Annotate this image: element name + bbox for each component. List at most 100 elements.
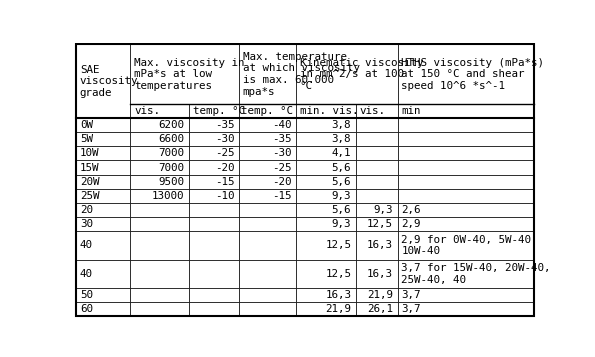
Bar (76, 132, 130, 146)
Text: -15: -15 (215, 177, 234, 187)
Bar (356, 231, 397, 260)
Text: temp. °C: temp. °C (242, 106, 293, 116)
Text: 20: 20 (80, 205, 93, 215)
Bar (76, 175, 130, 189)
Bar (130, 260, 189, 288)
Text: 50: 50 (80, 290, 93, 300)
Text: 9,3: 9,3 (331, 191, 351, 201)
Bar (189, 217, 239, 231)
Text: Max. viscosity in
mPa*s at low
temperatures: Max. viscosity in mPa*s at low temperatu… (134, 57, 245, 91)
Bar (397, 132, 534, 146)
Bar (76, 260, 130, 288)
Text: 2,9 for 0W-40, 5W-40,
10W-40: 2,9 for 0W-40, 5W-40, 10W-40 (402, 235, 538, 256)
Bar (76, 160, 130, 175)
Bar (296, 302, 356, 316)
Text: 9500: 9500 (158, 177, 184, 187)
Text: 21,9: 21,9 (325, 304, 351, 314)
Bar (130, 160, 189, 175)
Text: 7000: 7000 (158, 149, 184, 159)
Text: 10W: 10W (80, 149, 99, 159)
Bar (130, 175, 189, 189)
Bar (130, 302, 189, 316)
Text: 16,3: 16,3 (367, 269, 393, 279)
Text: 12,5: 12,5 (367, 219, 393, 229)
Bar (296, 118, 356, 132)
Bar (356, 104, 397, 118)
Bar (130, 44, 239, 104)
Bar (130, 288, 189, 302)
Bar (76, 44, 130, 118)
Text: -30: -30 (215, 134, 234, 144)
Text: 6600: 6600 (158, 134, 184, 144)
Text: 0W: 0W (80, 120, 93, 130)
Bar (76, 146, 130, 160)
Bar (189, 189, 239, 203)
Text: Kinematic viscosity
in mm^2/s at 100
°C: Kinematic viscosity in mm^2/s at 100 °C (300, 57, 423, 91)
Bar (356, 260, 397, 288)
Bar (76, 231, 130, 260)
Text: min: min (402, 106, 421, 116)
Text: 16,3: 16,3 (367, 240, 393, 250)
Text: 9,3: 9,3 (331, 219, 351, 229)
Text: 20W: 20W (80, 177, 99, 187)
Bar (189, 302, 239, 316)
Bar (130, 189, 189, 203)
Bar (239, 302, 296, 316)
Bar (296, 146, 356, 160)
Bar (356, 132, 397, 146)
Text: 3,8: 3,8 (331, 134, 351, 144)
Text: 5,6: 5,6 (331, 205, 351, 215)
Bar (130, 132, 189, 146)
Bar (189, 118, 239, 132)
Text: -30: -30 (272, 149, 291, 159)
Bar (296, 217, 356, 231)
Bar (189, 231, 239, 260)
Text: -10: -10 (215, 191, 234, 201)
Bar (239, 217, 296, 231)
Text: 26,1: 26,1 (367, 304, 393, 314)
Bar (76, 203, 130, 217)
Text: -25: -25 (272, 162, 291, 172)
Text: 40: 40 (80, 269, 93, 279)
Bar (189, 132, 239, 146)
Text: 15W: 15W (80, 162, 99, 172)
Bar (296, 260, 356, 288)
Bar (356, 217, 397, 231)
Bar (296, 132, 356, 146)
Bar (130, 118, 189, 132)
Text: 3,7 for 15W-40, 20W-40,
25W-40, 40: 3,7 for 15W-40, 20W-40, 25W-40, 40 (402, 263, 551, 285)
Bar (239, 288, 296, 302)
Text: 4,1: 4,1 (331, 149, 351, 159)
Bar (239, 260, 296, 288)
Bar (296, 44, 397, 104)
Bar (356, 175, 397, 189)
Bar (189, 175, 239, 189)
Bar (76, 217, 130, 231)
Text: 7000: 7000 (158, 162, 184, 172)
Text: vis.: vis. (134, 106, 160, 116)
Text: 12,5: 12,5 (325, 240, 351, 250)
Text: vis.: vis. (360, 106, 386, 116)
Text: 3,7: 3,7 (402, 304, 421, 314)
Bar (76, 189, 130, 203)
Bar (296, 104, 356, 118)
Bar (189, 146, 239, 160)
Bar (239, 146, 296, 160)
Text: -20: -20 (215, 162, 234, 172)
Text: temp. °C: temp. °C (193, 106, 245, 116)
Text: 2,9: 2,9 (402, 219, 421, 229)
Bar (356, 160, 397, 175)
Text: 60: 60 (80, 304, 93, 314)
Bar (239, 44, 296, 104)
Text: 9,3: 9,3 (374, 205, 393, 215)
Text: 30: 30 (80, 219, 93, 229)
Bar (76, 302, 130, 316)
Bar (296, 231, 356, 260)
Text: -15: -15 (272, 191, 291, 201)
Bar (356, 118, 397, 132)
Bar (76, 118, 130, 132)
Bar (239, 203, 296, 217)
Bar (397, 217, 534, 231)
Text: 40: 40 (80, 240, 93, 250)
Bar (239, 132, 296, 146)
